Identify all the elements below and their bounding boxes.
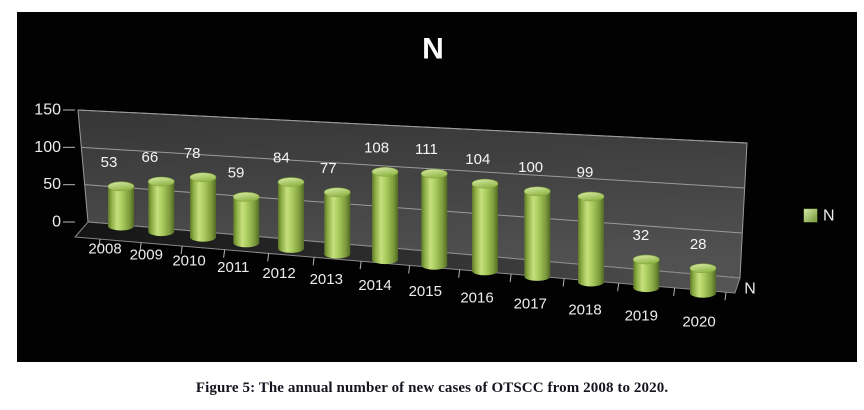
category-tick-9 (509, 273, 512, 283)
chart-panel: 0 50 100 150 53 2008 66 2009 78 2010 59 2011 84 2012 7… (17, 12, 857, 362)
value-label-2018: 99 (577, 164, 594, 181)
category-tick-12 (673, 287, 676, 296)
bar-top-2013 (323, 187, 351, 198)
value-label-2012: 84 (273, 150, 290, 167)
legend-swatch (803, 208, 818, 223)
bar-top-2016 (471, 178, 499, 189)
x-axis-label-2019: 2019 (625, 308, 658, 325)
category-tick-11 (617, 283, 620, 292)
value-label-2008: 53 (101, 154, 118, 171)
category-tick-7 (408, 265, 411, 274)
x-axis-label-2010: 2010 (172, 253, 205, 270)
category-tick-10 (562, 278, 565, 287)
x-axis-label-2018: 2018 (568, 302, 601, 319)
bar-top-2014 (371, 167, 399, 177)
x-axis-label-2017: 2017 (514, 295, 547, 312)
bar-top-2020 (689, 263, 717, 274)
bar-top-2009 (147, 176, 175, 187)
bar-cylinder-2012 (278, 182, 304, 249)
value-label-2015: 111 (415, 141, 438, 158)
x-axis-label-2016: 2016 (460, 289, 493, 306)
category-tick-2 (180, 246, 183, 255)
x-axis-label-2009: 2009 (130, 247, 163, 264)
y-tick-label-100: 100 (34, 139, 61, 156)
bar-cylinder-2008 (108, 186, 134, 226)
category-tick-4 (267, 253, 270, 262)
value-label-2014: 108 (364, 139, 389, 156)
bar-top-2012 (277, 177, 305, 187)
x-axis-label-2011: 2011 (217, 259, 249, 276)
bar-chart: 0 50 100 150 53 2008 66 2009 78 2010 59 2011 84 2012 7… (34, 33, 835, 331)
bar-top-2015 (420, 168, 448, 179)
value-label-2016: 104 (465, 151, 490, 168)
series-axis-label: N (744, 281, 756, 298)
bar-top-2019 (632, 254, 660, 265)
value-label-2010: 78 (184, 145, 201, 162)
x-axis-label-2012: 2012 (262, 265, 295, 282)
bar-top-2010 (189, 172, 217, 183)
bar-cylinder-2015 (421, 173, 448, 266)
y-tick-label-0: 0 (52, 214, 61, 231)
category-tick-6 (359, 261, 362, 270)
value-label-2017: 100 (518, 159, 543, 176)
bar-cylinder-2014 (372, 171, 398, 260)
y-tick-label-150: 150 (34, 102, 61, 119)
value-label-2011: 59 (228, 164, 245, 181)
value-label-2013: 77 (320, 160, 337, 177)
bar-cylinder-2009 (148, 181, 175, 232)
bar-top-2018 (577, 191, 605, 202)
bar-cylinder-2017 (524, 191, 551, 277)
value-label-2009: 66 (142, 149, 159, 166)
x-axis-label-2013: 2013 (310, 271, 343, 288)
bar-top-2008 (107, 181, 135, 192)
bar-top-2011 (232, 192, 260, 202)
x-axis-label-2008: 2008 (88, 241, 121, 258)
x-axis-label-2014: 2014 (358, 277, 391, 294)
category-tick-0 (98, 239, 101, 248)
bar-cylinder-2013 (324, 192, 351, 254)
gridline-150 (77, 109, 748, 144)
category-tick-3 (223, 249, 226, 258)
bar-cylinder-2011 (233, 196, 260, 243)
category-tick-1 (139, 242, 142, 251)
y-tick-label-50: 50 (43, 176, 61, 193)
figure-caption: Figure 5: The annual number of new cases… (195, 380, 669, 396)
category-tick-13 (724, 292, 727, 301)
category-tick-5 (312, 257, 315, 266)
bar-top-2017 (523, 186, 551, 197)
x-axis-label-2015: 2015 (409, 283, 442, 300)
category-tick-8 (458, 269, 461, 278)
value-label-2020: 28 (690, 236, 707, 253)
chart-title: N (422, 33, 444, 66)
gridline-100 (81, 146, 745, 189)
legend-label: N (823, 208, 835, 225)
bar-cylinder-2016 (472, 183, 498, 271)
bar-cylinder-2018 (578, 196, 604, 282)
bar-cylinder-2010 (190, 177, 216, 238)
value-label-2019: 32 (633, 227, 650, 244)
x-axis-label-2020: 2020 (682, 314, 715, 331)
